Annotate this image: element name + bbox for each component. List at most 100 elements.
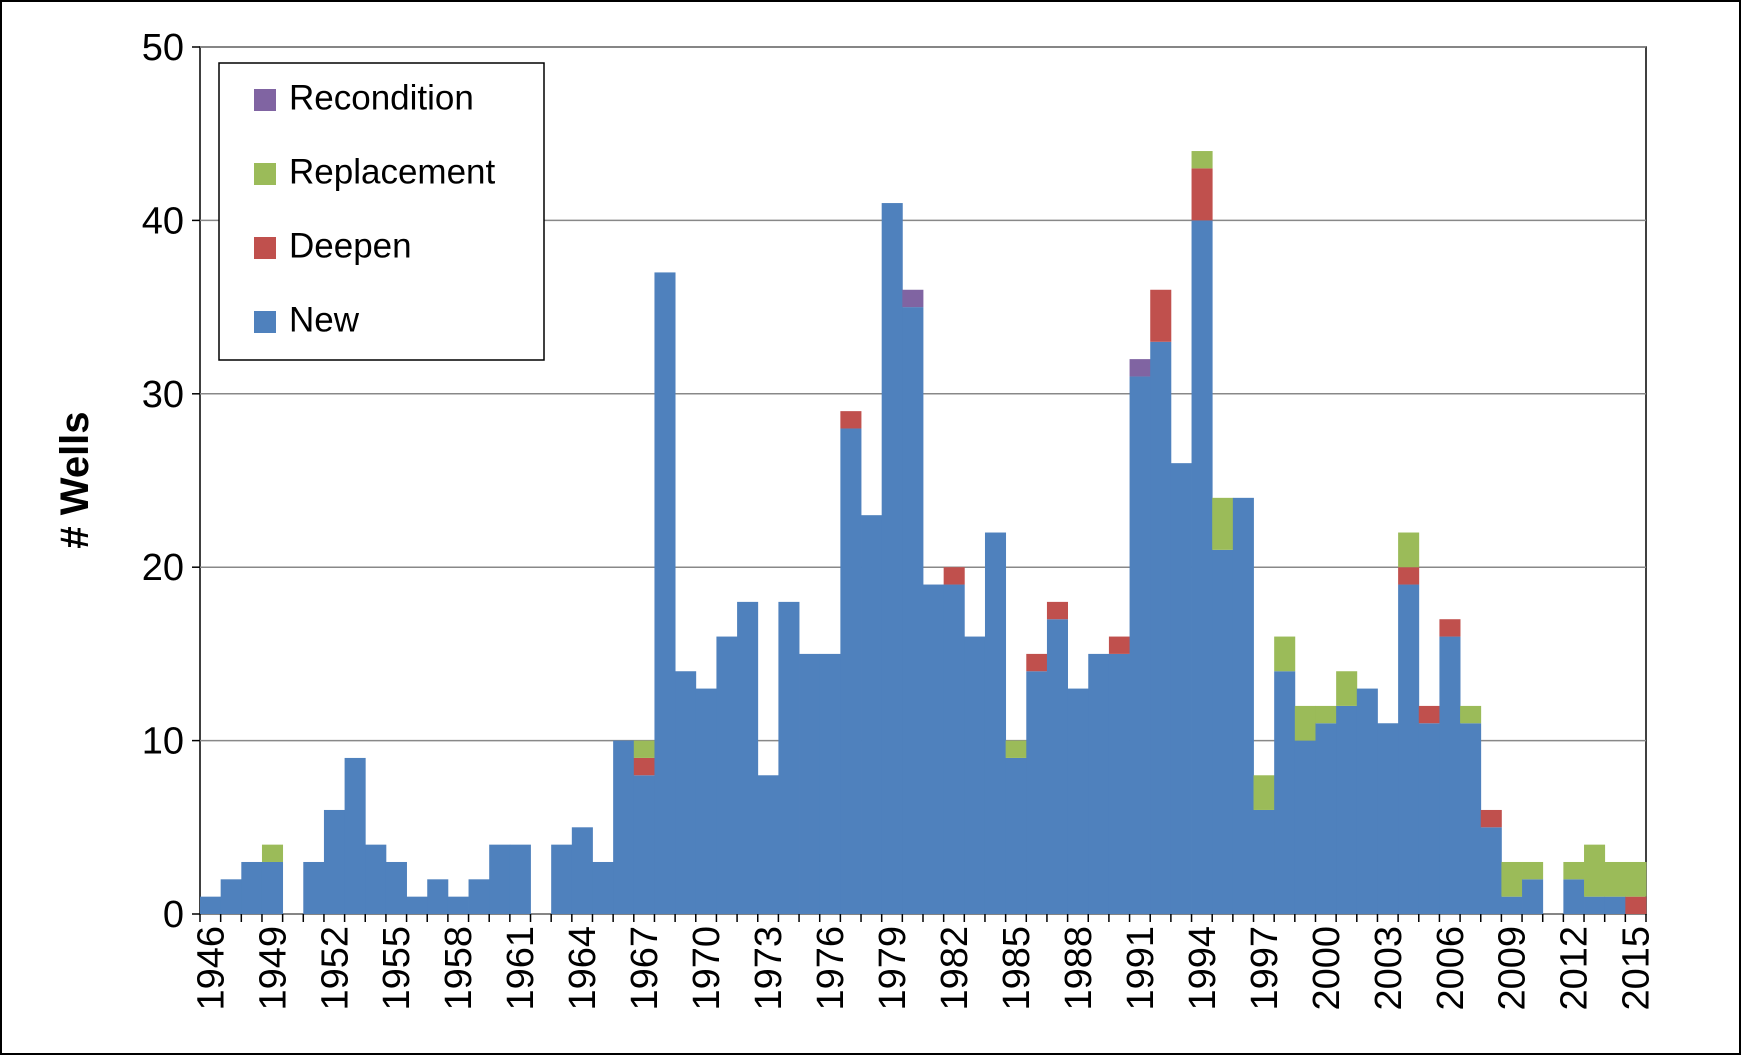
x-tick-label: 2000 (1306, 926, 1348, 1011)
bar-segment (1191, 151, 1213, 169)
bar-segment (1129, 359, 1151, 377)
bar-segment (1253, 775, 1275, 810)
bar-segment (385, 861, 407, 914)
bar-segment (1439, 636, 1461, 914)
bar-segment (1563, 879, 1585, 914)
legend: Recondition Replacement Deepen New (218, 62, 545, 361)
bar-segment (1625, 896, 1647, 914)
bar-segment (323, 809, 345, 914)
legend-label: Recondition (289, 78, 474, 117)
x-tick-label: 1949 (252, 926, 294, 1011)
legend-swatch (254, 237, 276, 259)
bar-segment (1398, 584, 1420, 914)
bar-segment (1005, 740, 1027, 758)
legend-label: Deepen (289, 226, 412, 265)
bar-segment (1480, 827, 1502, 914)
bar-segment (1191, 168, 1213, 221)
bar-segment (1315, 723, 1337, 914)
bar-segment (1046, 601, 1068, 620)
x-tick-label: 2003 (1368, 926, 1410, 1011)
bar-segment (1418, 723, 1440, 914)
bar-segment (468, 879, 490, 914)
bar-segment (675, 671, 697, 914)
bar-segment (261, 861, 284, 914)
x-tick-label: 2012 (1554, 926, 1596, 1011)
bar-segment (943, 567, 965, 585)
bar-segment (1336, 671, 1358, 706)
bar-segment (1584, 896, 1606, 914)
bar-segment (592, 861, 614, 914)
bar-segment (1294, 705, 1316, 741)
bar-segment (1398, 532, 1420, 568)
bar-segment (1150, 289, 1172, 342)
x-tick-label: 1952 (314, 926, 356, 1011)
x-tick-label: 1997 (1244, 926, 1286, 1011)
bar-segment (633, 775, 655, 914)
x-tick-label: 1961 (500, 926, 542, 1011)
x-tick-label: 1991 (1120, 926, 1162, 1011)
bar-segment (840, 411, 862, 429)
bar-segment (200, 896, 222, 914)
bar-segment (633, 740, 655, 758)
bar-segment (1026, 653, 1048, 672)
bar-segment (1584, 844, 1606, 897)
bar-segment (1005, 757, 1027, 914)
x-tick-label: 2006 (1430, 926, 1472, 1011)
y-tick-label: 20 (142, 547, 184, 589)
bar-segment (551, 844, 573, 914)
bar-segment (902, 289, 924, 308)
bar-segment (1067, 688, 1089, 914)
bar-segment (1522, 879, 1544, 914)
bar-segment (220, 879, 242, 914)
bar-segment (241, 861, 263, 914)
bar-segment (695, 688, 717, 914)
legend-label: New (289, 300, 360, 339)
y-tick-label: 0 (163, 894, 184, 936)
bar-segment (778, 601, 800, 914)
bar-segment (489, 844, 511, 914)
bar-segment (1377, 723, 1399, 914)
bar-segment (613, 740, 635, 914)
bar-segment (406, 896, 428, 914)
bar-segment (737, 601, 759, 914)
bar-segment (1604, 896, 1626, 914)
bar-segment (1274, 671, 1296, 914)
x-tick-label: 1979 (872, 926, 914, 1011)
bar-segment (1108, 636, 1130, 654)
bar-segment (964, 636, 986, 914)
legend-label: Replacement (289, 152, 495, 191)
bar-segment (1108, 653, 1130, 914)
bar-segment (902, 307, 924, 915)
x-tick-label: 1946 (190, 926, 232, 1011)
x-tick-label: 1955 (376, 926, 418, 1011)
bar-segment (1625, 861, 1647, 897)
bar-segment (1480, 809, 1502, 828)
bar-segment (1046, 619, 1068, 914)
bar-segment (261, 844, 284, 862)
bar-segment (1026, 671, 1048, 914)
x-tick-label: 1988 (1058, 926, 1100, 1011)
legend-swatch (254, 311, 276, 333)
bar-segment (571, 827, 593, 914)
bar-segment (1212, 549, 1234, 914)
bar-segment (1191, 220, 1213, 914)
bar-segment (1563, 861, 1585, 880)
bar-segment (1253, 809, 1275, 914)
bar-segment (303, 861, 325, 914)
bar-segment (1088, 653, 1110, 914)
x-tick-label: 1985 (996, 926, 1038, 1011)
bar-segment (1501, 896, 1523, 914)
x-tick-label: 2009 (1492, 926, 1534, 1011)
bar-segment (1150, 341, 1172, 914)
bar-segment (819, 653, 841, 914)
bar-segment (716, 636, 738, 914)
bar-segment (1522, 861, 1544, 880)
bar-segment (365, 844, 387, 914)
bar-segment (799, 653, 821, 914)
legend-swatch (254, 163, 276, 185)
x-tick-label: 1967 (624, 926, 666, 1011)
bar-segment (633, 757, 655, 776)
bar-segment (344, 757, 366, 914)
y-axis-label: # Wells (53, 411, 97, 548)
